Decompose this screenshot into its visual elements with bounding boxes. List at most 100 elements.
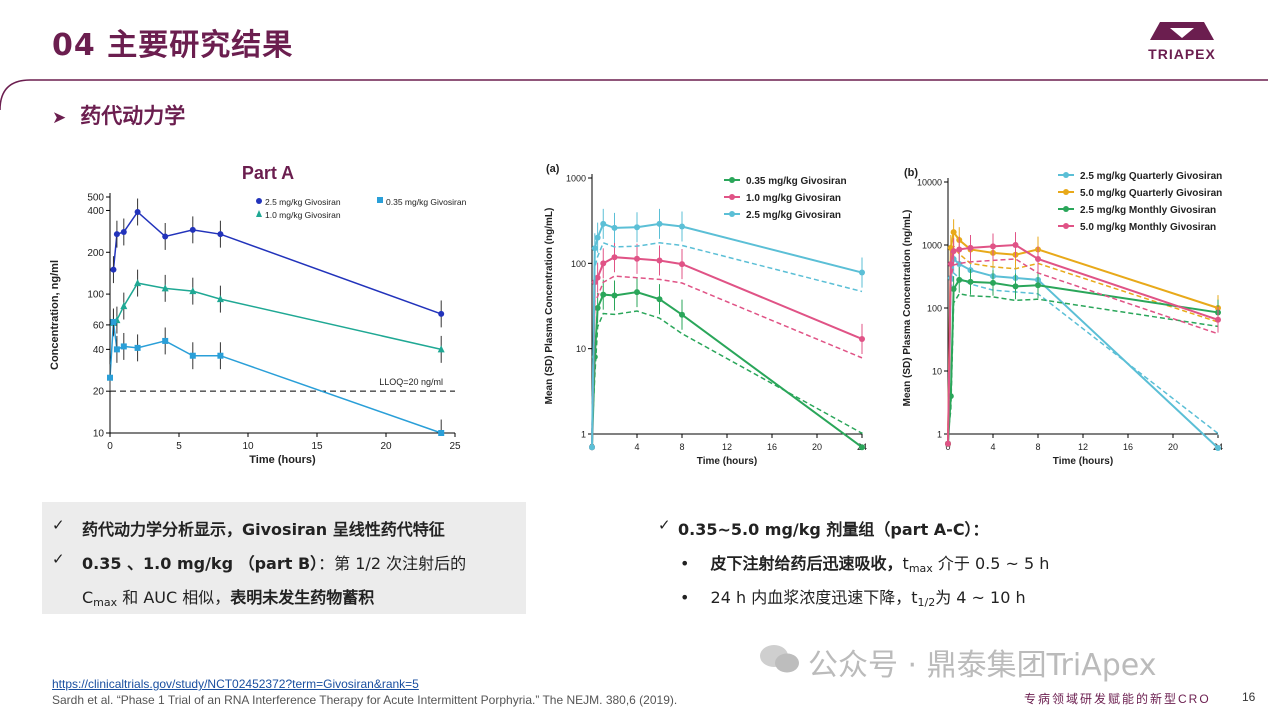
data-point [120,228,127,235]
y-tick-label: 500 [87,193,104,204]
series-line [112,282,442,351]
data-point [947,260,954,267]
data-point [1035,282,1041,289]
data-point [990,243,996,250]
x-tick-label: 12 [722,442,732,452]
data-point [600,220,607,227]
data-point [134,344,141,351]
x-axis-label: Time (hours) [249,454,316,466]
y-tick-label: 1000 [922,241,942,251]
legend-label: 2.5 mg/kg Quarterly Givosiran [1080,171,1222,182]
data-point [134,279,142,287]
legend-marker [1063,189,1069,195]
y-tick-label: 1 [581,430,586,440]
x-tick-label: 10 [242,441,254,452]
x-tick-label: 20 [380,441,392,452]
series-line [591,291,863,449]
x-tick-label: 0 [945,442,950,452]
data-point [950,229,957,236]
series-line [947,278,1219,444]
bullet-elimination: • 24 h 内血浆浓度迅速下降，t1/2为 4 ~ 10 h [680,584,1026,609]
lloq-label: LLOQ=20 ng/ml [379,377,443,387]
bullet-absorption: • 皮下注射给药后迅速吸收，tmax 介于 0.5 ~ 5 h [680,550,1049,575]
data-point [589,444,595,451]
x-tick-label: 16 [1123,442,1133,452]
clinicaltrials-link[interactable]: https://clinicaltrials.gov/study/NCT0245… [52,677,419,691]
chart-b-panel: 04812162024110100100010000Time (hours)Me… [902,167,1223,467]
data-point [634,224,640,231]
series-line [591,222,863,448]
data-point [120,302,128,310]
data-point [1215,316,1221,323]
legend-label: 5.0 mg/kg Quarterly Givosiran [1080,188,1222,199]
bullet-bold: 皮下注射给药后迅速吸收， [710,554,903,573]
data-point [189,226,196,233]
data-point [1035,255,1041,262]
data-point [950,248,957,255]
data-point [161,284,169,292]
y-tick-label: 100 [927,304,942,314]
bullet-part-b: ✓ 0.35 、1.0 mg/kg （part B）：第 1/2 次注射后的 [52,550,466,574]
data-point [945,440,951,447]
data-point [679,311,685,318]
data-point [656,296,663,303]
legend-label: 5.0 mg/kg Monthly Givosiran [1080,222,1216,233]
arrow-bullet-icon: ➤ [52,108,67,128]
data-point [113,231,120,238]
chart-title: Part A [242,163,294,183]
data-point [611,292,618,299]
legend-label: 0.35 mg/kg Givosiran [746,176,847,187]
legend-label: 0.35 mg/kg Givosiran [386,197,467,207]
x-axis-label: Time (hours) [1053,456,1113,467]
part-a-chart: 0 5 10 15 20 25 10 20 40 60 100 200 400 500 Time (hour… [49,163,467,466]
y-tick-label: 200 [87,248,104,259]
bullet-text: 介于 0.5 ~ 5 h [932,554,1050,573]
data-point [600,260,607,267]
logo-text: TRIAPEX [1148,46,1216,62]
y-tick-label: 20 [93,387,105,398]
x-tick-label: 0 [107,441,113,452]
triapex-logo-icon [1150,22,1214,40]
x-tick-label: 20 [1168,442,1178,452]
legend-marker [377,197,383,203]
legend-label: 2.5 mg/kg Givosiran [265,197,341,207]
dot-bullet-icon: • [680,588,690,607]
watermark-text: 公众号 · 鼎泰集团TriApex [808,648,1157,683]
section-label: 药代动力学 [80,104,186,128]
data-point [634,289,640,296]
data-point [217,231,224,238]
data-point [611,254,618,261]
bullet-part-b-cont: Cmax 和 AUC 相似，表明未发生药物蓄积 [82,584,374,609]
series-line [947,257,1219,449]
data-point [679,223,685,230]
chart-a-panel: 048121620241101001000Time (hours)Mean (S… [544,163,867,467]
dot-bullet-icon: • [680,554,690,573]
legend-marker [729,177,735,183]
series-line-dashed [591,241,863,434]
data-point [110,318,117,325]
cmax-sub: max [93,596,118,609]
series-line-dashed [947,258,1219,434]
data-point [1215,444,1221,451]
y-tick-label: 10 [93,429,105,440]
check-icon: ✓ [52,550,65,568]
summary-box [42,502,526,614]
x-tick-label: 12 [1078,442,1088,452]
series-line-dashed [591,310,863,434]
data-point [437,345,445,353]
x-tick-label: 8 [1035,442,1040,452]
y-tick-label: 10 [932,367,942,377]
header-divider-arc [0,79,1268,110]
data-point [162,233,169,240]
y-tick-label: 40 [93,345,105,356]
data-point [611,224,618,231]
data-point [656,257,663,264]
y-tick-label: 100 [571,259,586,269]
data-point [134,208,141,215]
data-point [189,287,197,295]
y-axis-label: Mean (SD) Plasma Concentration (ng/mL) [544,208,555,405]
data-point [594,274,601,281]
bullet-bold: 0.35~5.0 mg/kg 剂量组（part A-C）： [678,520,989,539]
data-point [591,245,598,252]
y-tick-label: 100 [87,290,104,301]
